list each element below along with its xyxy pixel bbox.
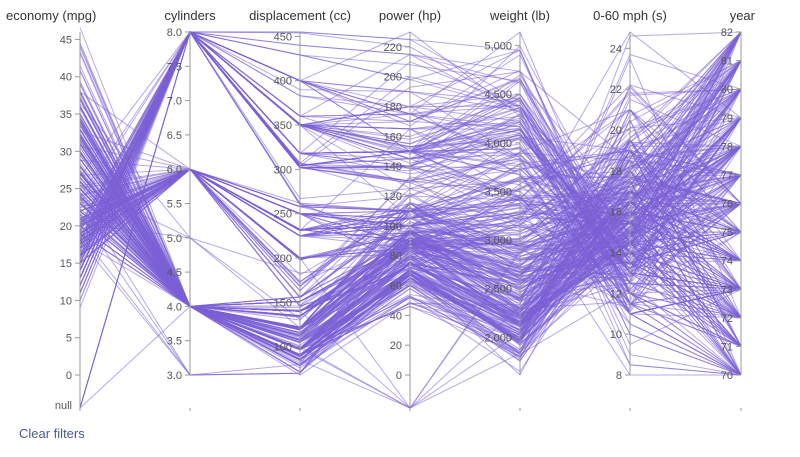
tick-label: 45 [60,34,72,46]
tick-label: 18 [610,166,622,178]
tick-label: 4,500 [484,89,512,101]
tick-label: 150 [274,297,292,309]
tick-label: 5,000 [484,41,512,53]
tick-label: 25 [60,184,72,196]
tick-label: 3,500 [484,186,512,198]
axis-title[interactable]: power (hp) [379,8,441,23]
tick-label: 2,000 [484,332,512,344]
axis-displacement: displacement (cc) 100 150 200 250 300 350 400 45… [249,8,351,411]
tick-label: 77 [721,170,733,182]
clear-filters-button[interactable]: Clear filters [19,426,85,441]
tick-label: 5 [66,333,72,345]
tick-label: 140 [384,161,402,173]
tick-label: 24 [610,43,622,55]
tick-label: 40 [60,72,72,84]
tick-label: 200 [274,253,292,265]
tick-label: 7.0 [167,96,182,108]
tick-label: 73 [721,284,733,296]
axis-title[interactable]: year [730,8,756,23]
tick-label: 160 [384,131,402,143]
tick-label: 3,000 [484,235,512,247]
tick-label: 78 [721,141,733,153]
null-label: null [55,400,72,412]
tick-label: 80 [390,251,402,263]
tick-label: 4.5 [167,267,182,279]
tick-label: 8 [616,370,622,382]
tick-label: 200 [384,72,402,84]
tick-label: 79 [721,113,733,125]
tick-label: 71 [721,341,733,353]
tick-label: 20 [610,125,622,137]
tick-label: 70 [721,370,733,382]
tick-label: 74 [721,256,733,268]
tick-label: 300 [274,164,292,176]
tick-label: 350 [274,120,292,132]
tick-label: 450 [274,31,292,43]
tick-label: 15 [60,258,72,270]
tick-label: 10 [60,295,72,307]
axes: economy (mpg) 0 5 10 15 20 25 30 35 40 45 null cylin… [6,8,756,412]
axis-title[interactable]: 0-60 mph (s) [593,8,667,23]
tick-label: 10 [610,329,622,341]
tick-label: 3.5 [167,336,182,348]
tick-label: 60 [390,281,402,293]
parallel-coordinates-chart: economy (mpg) 0 5 10 15 20 25 30 35 40 45 null cylin… [6,8,756,412]
axis-year: year 70 71 72 73 74 75 76 77 78 79 80 81 82 [721,8,756,411]
tick-label: 30 [60,146,72,158]
tick-label: 72 [721,313,733,325]
tick-label: 20 [390,340,402,352]
axis-title[interactable]: displacement (cc) [249,8,351,23]
axis-title[interactable]: economy (mpg) [6,8,96,23]
tick-label: 81 [721,56,733,68]
tick-label: 2,500 [484,284,512,296]
tick-label: 82 [721,27,733,39]
tick-label: 16 [610,207,622,219]
tick-label: 76 [721,199,733,211]
tick-label: 4,000 [484,138,512,150]
tick-label: 8.0 [167,27,182,39]
tick-label: 6.0 [167,164,182,176]
tick-label: 0 [396,370,402,382]
tick-label: 4.0 [167,301,182,313]
tick-label: 7.5 [167,61,182,73]
tick-label: 220 [384,42,402,54]
tick-label: 180 [384,102,402,114]
tick-label: 250 [274,209,292,221]
axis-cylinders: cylinders 3.0 3.5 4.0 4.5 5.0 5.5 6.0 6.5 7.0 7.5 8… [164,8,216,411]
axis-title[interactable]: weight (lb) [489,8,550,23]
tick-label: 14 [610,248,622,260]
tick-label: 400 [274,76,292,88]
axis-weight: weight (lb) 2,000 2,500 3,000 3,500 4,000 4,50… [484,8,550,411]
axis-accel: 0-60 mph (s) 8 10 12 14 16 18 20 22 24 [593,8,667,411]
tick-label: 5.0 [167,233,182,245]
tick-label: 75 [721,227,733,239]
tick-label: 35 [60,109,72,121]
tick-label: 22 [610,84,622,96]
tick-label: 100 [274,342,292,354]
tick-label: 5.5 [167,199,182,211]
tick-label: 100 [384,221,402,233]
tick-label: 3.0 [167,370,182,382]
tick-label: 6.5 [167,130,182,142]
axis-title[interactable]: cylinders [164,8,216,23]
tick-label: 40 [390,310,402,322]
tick-label: 0 [66,370,72,382]
tick-label: 12 [610,288,622,300]
tick-label: 20 [60,221,72,233]
axis-economy: economy (mpg) 0 5 10 15 20 25 30 35 40 45 null [6,8,96,412]
tick-label: 120 [384,191,402,203]
tick-label: 80 [721,84,733,96]
axis-power: power (hp) 0 20 40 60 80 100 120 140 160 180 200 220 [379,8,441,411]
